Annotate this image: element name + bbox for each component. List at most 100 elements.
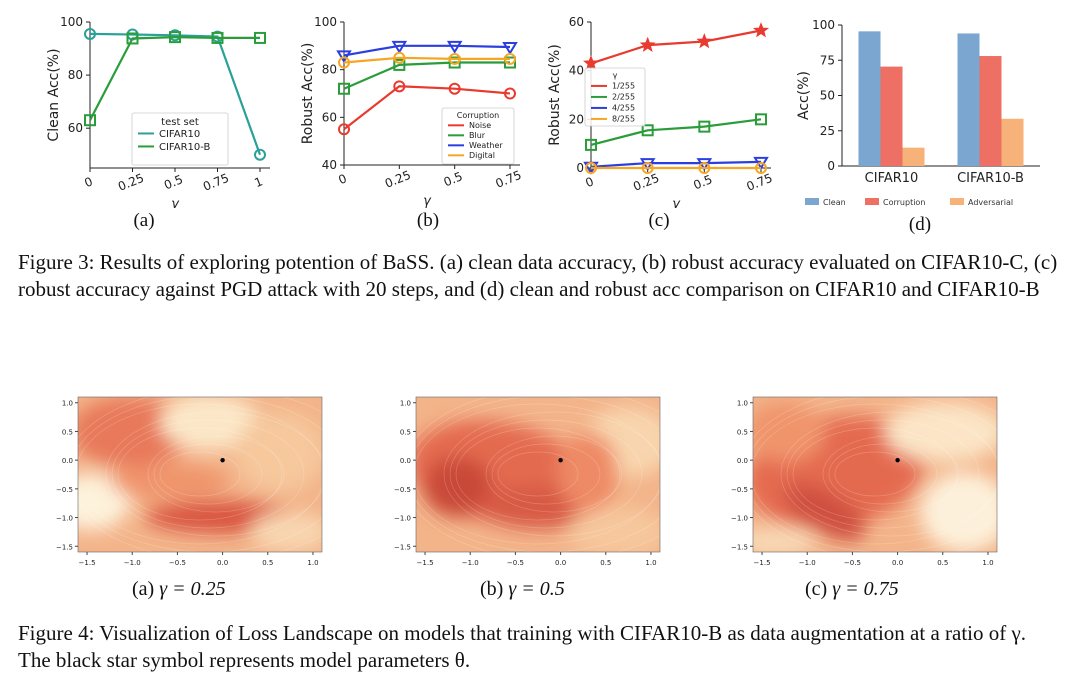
data-point — [254, 31, 266, 44]
y-axis-label: Acc(%) — [796, 71, 812, 120]
y-tick-label: 0.5 — [400, 428, 411, 436]
data-point — [336, 50, 352, 64]
landscape-region — [920, 472, 997, 552]
contour-line — [159, 451, 241, 497]
landscape-b-equation: γ = 0.5 — [508, 578, 565, 600]
x-tick-label: −1.0 — [124, 559, 141, 567]
data-point — [504, 87, 516, 100]
data-point — [641, 162, 654, 174]
contour-line — [416, 403, 660, 545]
y-tick-label: 100 — [812, 18, 835, 32]
legend-label: CIFAR10 — [159, 129, 200, 140]
chart-b-sublabel: (b) — [416, 210, 440, 231]
model-parameter-star — [895, 457, 900, 463]
data-point — [126, 32, 139, 45]
legend-label: Weather — [469, 141, 503, 150]
y-tick-label: 0.0 — [62, 457, 73, 465]
series-line-cifar10 — [89, 32, 262, 156]
contour-line — [497, 451, 579, 497]
x-tick-label: 0.75 — [493, 168, 523, 191]
y-tick-label: 60 — [68, 121, 83, 135]
legend-label: Digital — [469, 151, 495, 160]
landscape-region — [558, 432, 618, 512]
landscape-field — [416, 397, 660, 552]
figure4-caption-text: Figure 4: Visualization of Loss Landscap… — [18, 621, 1027, 672]
y-tick-label: 60 — [322, 110, 337, 124]
x-tick-label: 0.5 — [937, 559, 948, 567]
landscape-b-svg: −1.5 −1.0 −0.5 0.0 0.5 1.0 1.0 0.5 0.0 −0.5 −1.0 −1… — [394, 396, 661, 567]
y-tick-label: 40 — [569, 64, 584, 78]
contour-line — [443, 411, 660, 537]
y-tick-label: −1.5 — [56, 543, 73, 551]
legend-title: γ — [613, 71, 618, 80]
data-point — [446, 40, 463, 54]
legend-box — [131, 112, 229, 166]
x-axis-label: γ — [423, 194, 432, 208]
contour-line — [449, 419, 643, 529]
y-axis-label: Robust Acc(%) — [300, 43, 316, 145]
data-point — [254, 148, 266, 161]
data-point — [641, 124, 654, 137]
data-point — [338, 123, 350, 136]
y-tick-label: −0.5 — [394, 486, 411, 494]
x-tick-label: CIFAR10 — [865, 171, 919, 186]
x-tick-label: −0.5 — [507, 559, 524, 567]
x-tick-label: 0.25 — [383, 168, 413, 191]
data-point — [504, 56, 516, 69]
contour-line — [105, 411, 322, 537]
legend-label: 2/255 — [612, 93, 635, 102]
legend-swatch — [865, 198, 879, 205]
x-tick-label: 0.25 — [631, 171, 661, 194]
x-tick-label: 0.0 — [892, 559, 903, 567]
series-line-noise — [343, 85, 511, 131]
x-tick-label: 0.5 — [262, 559, 273, 567]
landscape-b-prefix: (b) — [480, 578, 504, 600]
landscape-region — [160, 397, 260, 450]
data-point — [448, 56, 461, 69]
data-point — [211, 31, 224, 44]
y-tick-label: 25 — [820, 124, 835, 138]
plot-frame — [77, 396, 323, 553]
plot-frame — [752, 396, 998, 553]
legend-label: 8/255 — [612, 115, 635, 124]
landscape-field — [753, 397, 997, 552]
x-tick-label: 0.5 — [691, 172, 714, 192]
data-point — [393, 80, 406, 93]
x-tick-label: 1.0 — [982, 559, 993, 567]
contour-line — [792, 427, 958, 521]
contour-line — [786, 419, 980, 529]
plot-frame — [415, 396, 661, 553]
data-point — [639, 36, 656, 52]
x-tick-label: −1.0 — [462, 559, 479, 567]
figure3-caption-text: Figure 3: Results of exploring potention… — [18, 250, 1058, 301]
y-tick-label: 0.0 — [737, 457, 748, 465]
y-tick-label: −0.5 — [56, 486, 73, 494]
chart-c-svg: 0 20 40 60 0 0.25 0.5 0.75 γ Robust Acc(%) γ 1/255 2… — [547, 15, 775, 212]
legend-title: Corruption — [457, 111, 499, 120]
contour-line — [822, 435, 960, 513]
figure3-chart-b: 40 60 80 100 0 0.25 0.5 0.75 γ Robust Acc(%) Corru… — [280, 8, 540, 238]
figure4-landscape-c: −1.5 −1.0 −0.5 0.0 0.5 1.0 1.0 0.5 0.0 −0.5 −1.0 −1… — [725, 392, 1015, 612]
y-tick-label: 80 — [322, 63, 337, 77]
y-tick-label: 50 — [820, 89, 835, 103]
x-tick-label: 0.0 — [217, 559, 228, 567]
chart-a-svg: 60 80 100 0 0.25 0.5 0.75 1 γ Clean Acc(%) test se… — [46, 15, 270, 212]
x-tick-label: 0.25 — [116, 171, 146, 194]
data-point — [585, 162, 597, 174]
contour-line — [780, 411, 997, 537]
data-point — [504, 52, 516, 65]
figure4-caption: Figure 4: Visualization of Loss Landscap… — [18, 620, 1058, 674]
y-tick-label: 1.0 — [400, 400, 411, 408]
data-point — [391, 40, 408, 54]
x-tick-label: −0.5 — [844, 559, 861, 567]
y-tick-label: −1.0 — [56, 515, 73, 523]
contour-line — [455, 427, 621, 521]
x-tick-label: 0.5 — [442, 169, 465, 189]
x-tick-label: 1.0 — [645, 559, 656, 567]
x-tick-label: 0 — [583, 174, 595, 190]
legend-label: Noise — [469, 121, 491, 130]
landscape-c-prefix: (c) — [805, 578, 828, 600]
data-point — [502, 42, 518, 55]
data-point — [84, 27, 96, 40]
landscape-field — [78, 397, 322, 552]
